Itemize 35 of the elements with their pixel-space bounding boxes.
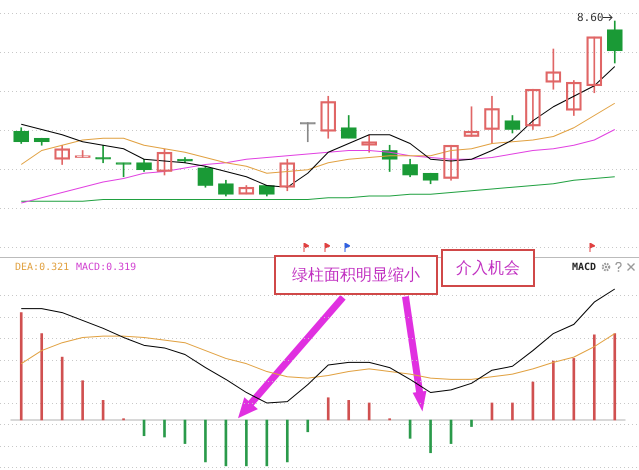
bar [592,334,596,420]
chart-title: MACD [572,262,596,273]
bar [60,356,64,420]
bar [163,420,166,438]
bar [224,420,228,466]
bar [286,420,289,462]
bar [450,420,452,444]
text: 绿柱面积明显缩小 [274,255,438,295]
bar [490,402,494,420]
bar [429,420,432,454]
bar [613,333,616,420]
bar [245,420,248,466]
bar [40,333,44,420]
candlestick [116,162,132,178]
bar [20,312,23,420]
bar [408,420,412,439]
bar [511,402,514,420]
text: 介入机会 [441,249,535,287]
bar [368,402,370,420]
bar [266,420,268,466]
bar [142,420,146,436]
bar [326,397,330,420]
bar [572,358,576,420]
bar [306,420,310,432]
bar [470,420,473,427]
text: DEA:0.321 [15,262,70,273]
bar [347,400,350,420]
bar [184,420,186,444]
bar [532,382,534,420]
annotation: 8.60 [577,11,604,24]
bar [81,380,84,420]
bar [204,420,207,462]
bar [552,360,555,420]
text: MACD:0.319 [76,262,136,273]
bar [102,400,104,420]
